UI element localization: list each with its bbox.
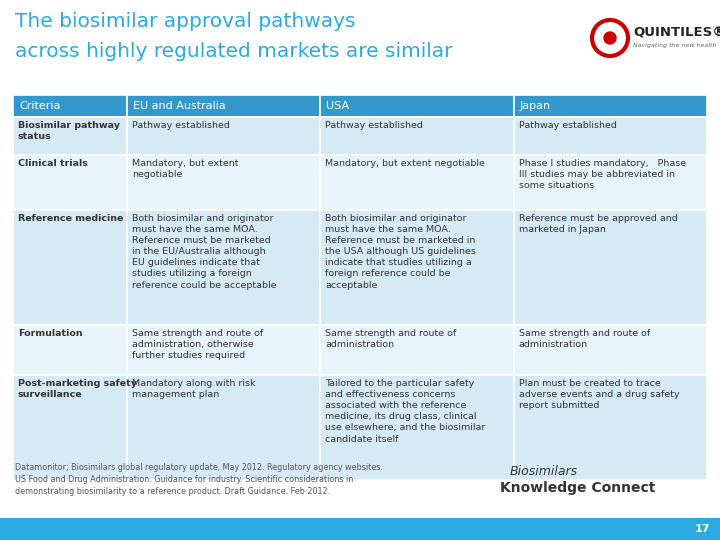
Circle shape	[604, 32, 616, 44]
Text: Mandatory, but extent
negotiable: Mandatory, but extent negotiable	[132, 159, 238, 179]
Bar	[320, 117, 513, 155]
Text: Same strength and route of
administration: Same strength and route of administratio…	[518, 329, 650, 349]
Bar	[513, 375, 707, 480]
Text: Same strength and route of
administration, otherwise
further studies required: Same strength and route of administratio…	[132, 329, 264, 360]
Bar	[320, 210, 513, 325]
Text: Mandatory, but extent negotiable: Mandatory, but extent negotiable	[325, 159, 485, 168]
Text: Biosimilar pathway
status: Biosimilar pathway status	[18, 121, 120, 141]
Bar	[13, 155, 127, 210]
Bar	[320, 375, 513, 480]
Bar	[0, 518, 720, 540]
Bar	[127, 95, 320, 117]
Bar	[320, 325, 513, 375]
Bar	[13, 325, 127, 375]
Text: Clinical trials: Clinical trials	[18, 159, 88, 168]
Text: Reference medicine: Reference medicine	[18, 214, 123, 223]
Bar	[127, 375, 320, 480]
Bar	[513, 155, 707, 210]
Text: Post-marketing safety
surveillance: Post-marketing safety surveillance	[18, 379, 137, 399]
Text: Japan: Japan	[520, 101, 551, 111]
Text: Both biosimilar and originator
must have the same MOA.
Reference must be markete: Both biosimilar and originator must have…	[132, 214, 276, 289]
Text: EU and Australia: EU and Australia	[133, 101, 226, 111]
Text: Pathway established: Pathway established	[518, 121, 616, 130]
Text: Both biosimilar and originator
must have the same MOA.
Reference must be markete: Both biosimilar and originator must have…	[325, 214, 476, 289]
Text: across highly regulated markets are similar: across highly regulated markets are simi…	[15, 42, 452, 61]
Bar	[13, 95, 127, 117]
Text: Datamonitor; Biosimilars global regulatory update, May 2012. Regulatory agency w: Datamonitor; Biosimilars global regulato…	[15, 463, 383, 496]
Bar	[513, 210, 707, 325]
Text: Reference must be approved and
marketed in Japan: Reference must be approved and marketed …	[518, 214, 678, 234]
Bar	[320, 95, 513, 117]
Bar	[513, 325, 707, 375]
Text: Mandatory along with risk
management plan: Mandatory along with risk management pla…	[132, 379, 256, 399]
Text: Knowledge Connect: Knowledge Connect	[500, 481, 655, 495]
Bar	[320, 155, 513, 210]
Text: Criteria: Criteria	[19, 101, 60, 111]
Bar	[513, 95, 707, 117]
Text: Tailored to the particular safety
and effectiveness concerns
associated with the: Tailored to the particular safety and ef…	[325, 379, 486, 443]
Bar	[127, 210, 320, 325]
Bar	[127, 325, 320, 375]
Bar	[127, 155, 320, 210]
Text: The biosimilar approval pathways: The biosimilar approval pathways	[15, 12, 356, 31]
Text: Pathway established: Pathway established	[132, 121, 230, 130]
Text: Phase I studies mandatory,   Phase
III studies may be abbreviated in
some situat: Phase I studies mandatory, Phase III stu…	[518, 159, 685, 190]
Bar	[13, 210, 127, 325]
Bar	[513, 117, 707, 155]
Bar	[127, 117, 320, 155]
Text: Same strength and route of
administration: Same strength and route of administratio…	[325, 329, 456, 349]
Text: Pathway established: Pathway established	[325, 121, 423, 130]
Text: QUINTILES®: QUINTILES®	[633, 26, 720, 39]
Text: USA: USA	[326, 101, 349, 111]
Bar	[13, 375, 127, 480]
Text: Navigating the new health: Navigating the new health	[633, 44, 716, 49]
Bar	[13, 117, 127, 155]
Text: 17: 17	[695, 524, 710, 534]
Text: Plan must be created to trace
adverse events and a drug safety
report submitted: Plan must be created to trace adverse ev…	[518, 379, 679, 410]
Text: Formulation: Formulation	[18, 329, 83, 338]
Text: Biosimilars: Biosimilars	[510, 465, 578, 478]
